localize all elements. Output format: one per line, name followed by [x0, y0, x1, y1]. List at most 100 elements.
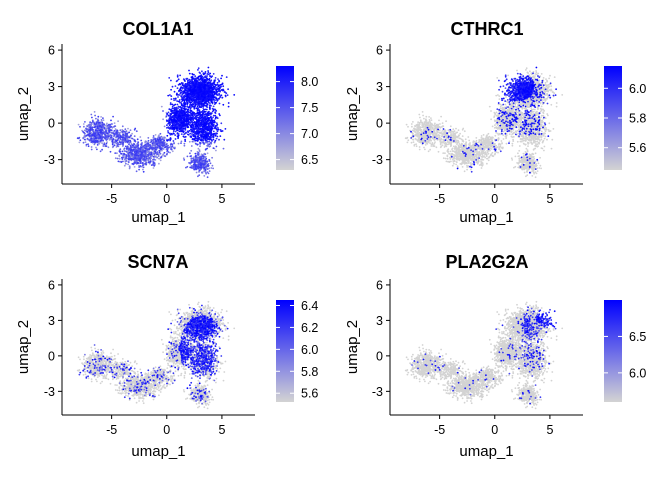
cell-point: [109, 150, 112, 153]
cell-point: [92, 134, 94, 137]
cell-point: [214, 87, 216, 90]
cell-point: [141, 151, 143, 154]
cell-point: [95, 123, 97, 126]
cell-point: [150, 147, 153, 149]
cell-point: [139, 162, 142, 165]
cell-point: [176, 127, 178, 129]
cell-point: [185, 99, 188, 102]
cell-point: [101, 148, 103, 151]
cell-point: [191, 105, 194, 108]
cell-point: [160, 105, 163, 108]
cell-point: [128, 131, 131, 134]
cell-point: [180, 119, 183, 121]
cell-point: [123, 150, 126, 152]
cell-point: [203, 110, 206, 113]
cell-point: [142, 166, 145, 169]
cell-point: [123, 131, 126, 133]
cell-point: [214, 114, 217, 117]
cell-point: [123, 153, 126, 156]
cell-point: [173, 132, 175, 135]
cell-point: [227, 88, 230, 91]
cell-point: [555, 105, 558, 108]
cell-point: [208, 160, 211, 162]
cell-point: [122, 141, 124, 144]
cell-point: [131, 137, 134, 140]
cell-point: [198, 94, 201, 97]
cell-point: [117, 160, 120, 163]
cell-point: [91, 127, 93, 130]
cell-point: [206, 152, 209, 155]
cell-point: [203, 170, 206, 173]
cell-point: [130, 148, 133, 151]
cell-point: [91, 140, 94, 143]
cell-point: [149, 144, 151, 147]
cell-point: [135, 150, 138, 153]
cell-point: [101, 129, 103, 131]
cell-point: [214, 139, 217, 142]
cell-point: [216, 81, 219, 84]
cell-point: [123, 164, 126, 167]
cell-point: [76, 137, 79, 140]
cell-point: [90, 148, 93, 151]
cell-point: [215, 149, 217, 152]
cell-point: [116, 152, 118, 155]
cell-point: [85, 134, 88, 137]
cell-point: [211, 164, 214, 167]
cell-point: [110, 136, 112, 139]
cell-point: [215, 137, 218, 140]
cell-point: [202, 155, 205, 158]
cell-point: [141, 155, 143, 157]
cell-point: [193, 138, 196, 141]
cell-point: [143, 158, 146, 161]
cell-point: [82, 137, 85, 139]
cell-point: [207, 122, 210, 124]
cell-point: [125, 150, 128, 153]
cell-point: [209, 162, 212, 165]
cell-point: [182, 84, 185, 87]
cell-point: [179, 105, 182, 108]
cell-point: [167, 114, 170, 117]
cell-point: [107, 146, 110, 149]
cell-point: [198, 153, 200, 155]
cell-point: [164, 137, 166, 139]
cell-point: [180, 103, 183, 105]
cell-point: [170, 148, 172, 150]
cell-point: [212, 109, 215, 112]
cell-point: [200, 83, 203, 86]
cell-point: [194, 79, 196, 82]
cell-point: [116, 139, 119, 142]
cell-point: [216, 117, 219, 119]
cell-point: [166, 124, 168, 127]
cell-point: [129, 129, 132, 132]
cell-point: [202, 120, 205, 123]
cell-point: [125, 162, 127, 165]
cell-point: [132, 148, 135, 151]
cell-point: [191, 95, 194, 98]
cell-point: [152, 135, 155, 137]
cell-point: [168, 127, 170, 130]
cell-point: [175, 119, 177, 121]
cell-point: [145, 157, 148, 160]
cell-point: [221, 74, 223, 77]
cell-point: [125, 154, 128, 157]
cell-point: [180, 142, 182, 145]
cell-point: [218, 102, 221, 105]
cell-point: [219, 90, 222, 93]
cell-point: [203, 89, 206, 92]
cell-point: [197, 135, 199, 138]
cell-point: [142, 168, 144, 171]
cell-point: [89, 132, 92, 135]
cell-point: [129, 139, 132, 142]
cell-point: [122, 133, 125, 136]
cell-point: [167, 130, 169, 132]
cell-point: [209, 145, 212, 148]
cell-point: [127, 163, 129, 166]
cell-point: [203, 96, 206, 99]
cell-point: [179, 74, 182, 77]
cell-point: [152, 155, 155, 158]
cell-point: [221, 130, 224, 132]
cell-point: [121, 136, 124, 139]
cell-point: [208, 143, 211, 146]
cell-point: [215, 127, 217, 129]
cell-point: [194, 82, 197, 85]
